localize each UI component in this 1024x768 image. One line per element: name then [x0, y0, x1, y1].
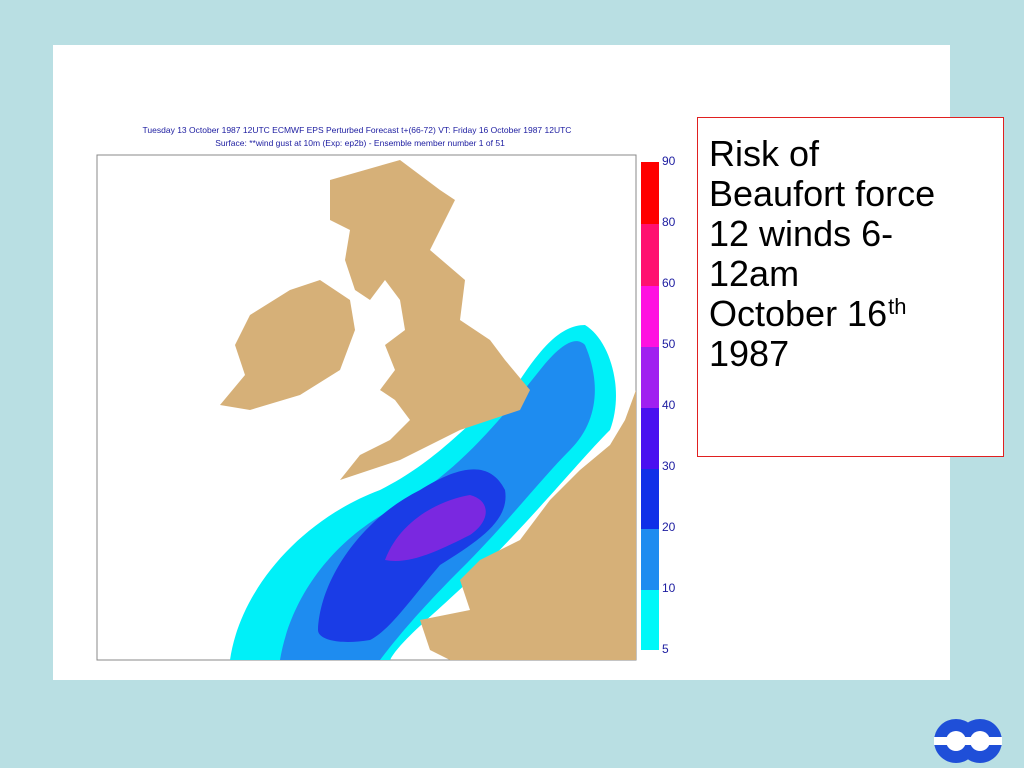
- continent: [420, 390, 636, 660]
- text-box: [697, 117, 1004, 457]
- text-line: October 16: [709, 293, 887, 334]
- map-subtitle: Surface: **wind gust at 10m (Exp: ep2b) …: [215, 138, 505, 148]
- colorbar-label: 10: [662, 581, 676, 595]
- colorbar-band: [641, 590, 659, 650]
- colorbar-label: 40: [662, 398, 676, 412]
- colorbar: [641, 162, 659, 650]
- ireland: [220, 280, 355, 410]
- text-line: 12am: [709, 253, 799, 294]
- colorbar-band: [641, 286, 659, 347]
- text-line: Risk of: [709, 133, 820, 174]
- colorbar-band: [641, 347, 659, 408]
- colorbar-label: 5: [662, 642, 669, 656]
- colorbar-band: [641, 529, 659, 590]
- text-line: 12 winds 6-: [709, 213, 893, 254]
- contour-30: [385, 495, 486, 561]
- text-line: Beaufort force: [709, 173, 935, 214]
- colorbar-label: 30: [662, 459, 676, 473]
- colorbar-label: 20: [662, 520, 676, 534]
- colorbar-label: 50: [662, 337, 676, 351]
- map: [96, 154, 637, 661]
- colorbar-label: 90: [662, 154, 676, 168]
- colorbar-band: [641, 162, 659, 224]
- logo: [934, 719, 1002, 763]
- colorbar-band: [641, 224, 659, 286]
- colorbar-label: 60: [662, 276, 676, 290]
- great-britain: [330, 160, 530, 480]
- superscript: th: [888, 294, 906, 319]
- colorbar-label: 80: [662, 215, 676, 229]
- colorbar-band: [641, 469, 659, 529]
- colorbar-band: [641, 408, 659, 469]
- text-line: 1987: [709, 333, 789, 374]
- map-title: Tuesday 13 October 1987 12UTC ECMWF EPS …: [143, 125, 572, 135]
